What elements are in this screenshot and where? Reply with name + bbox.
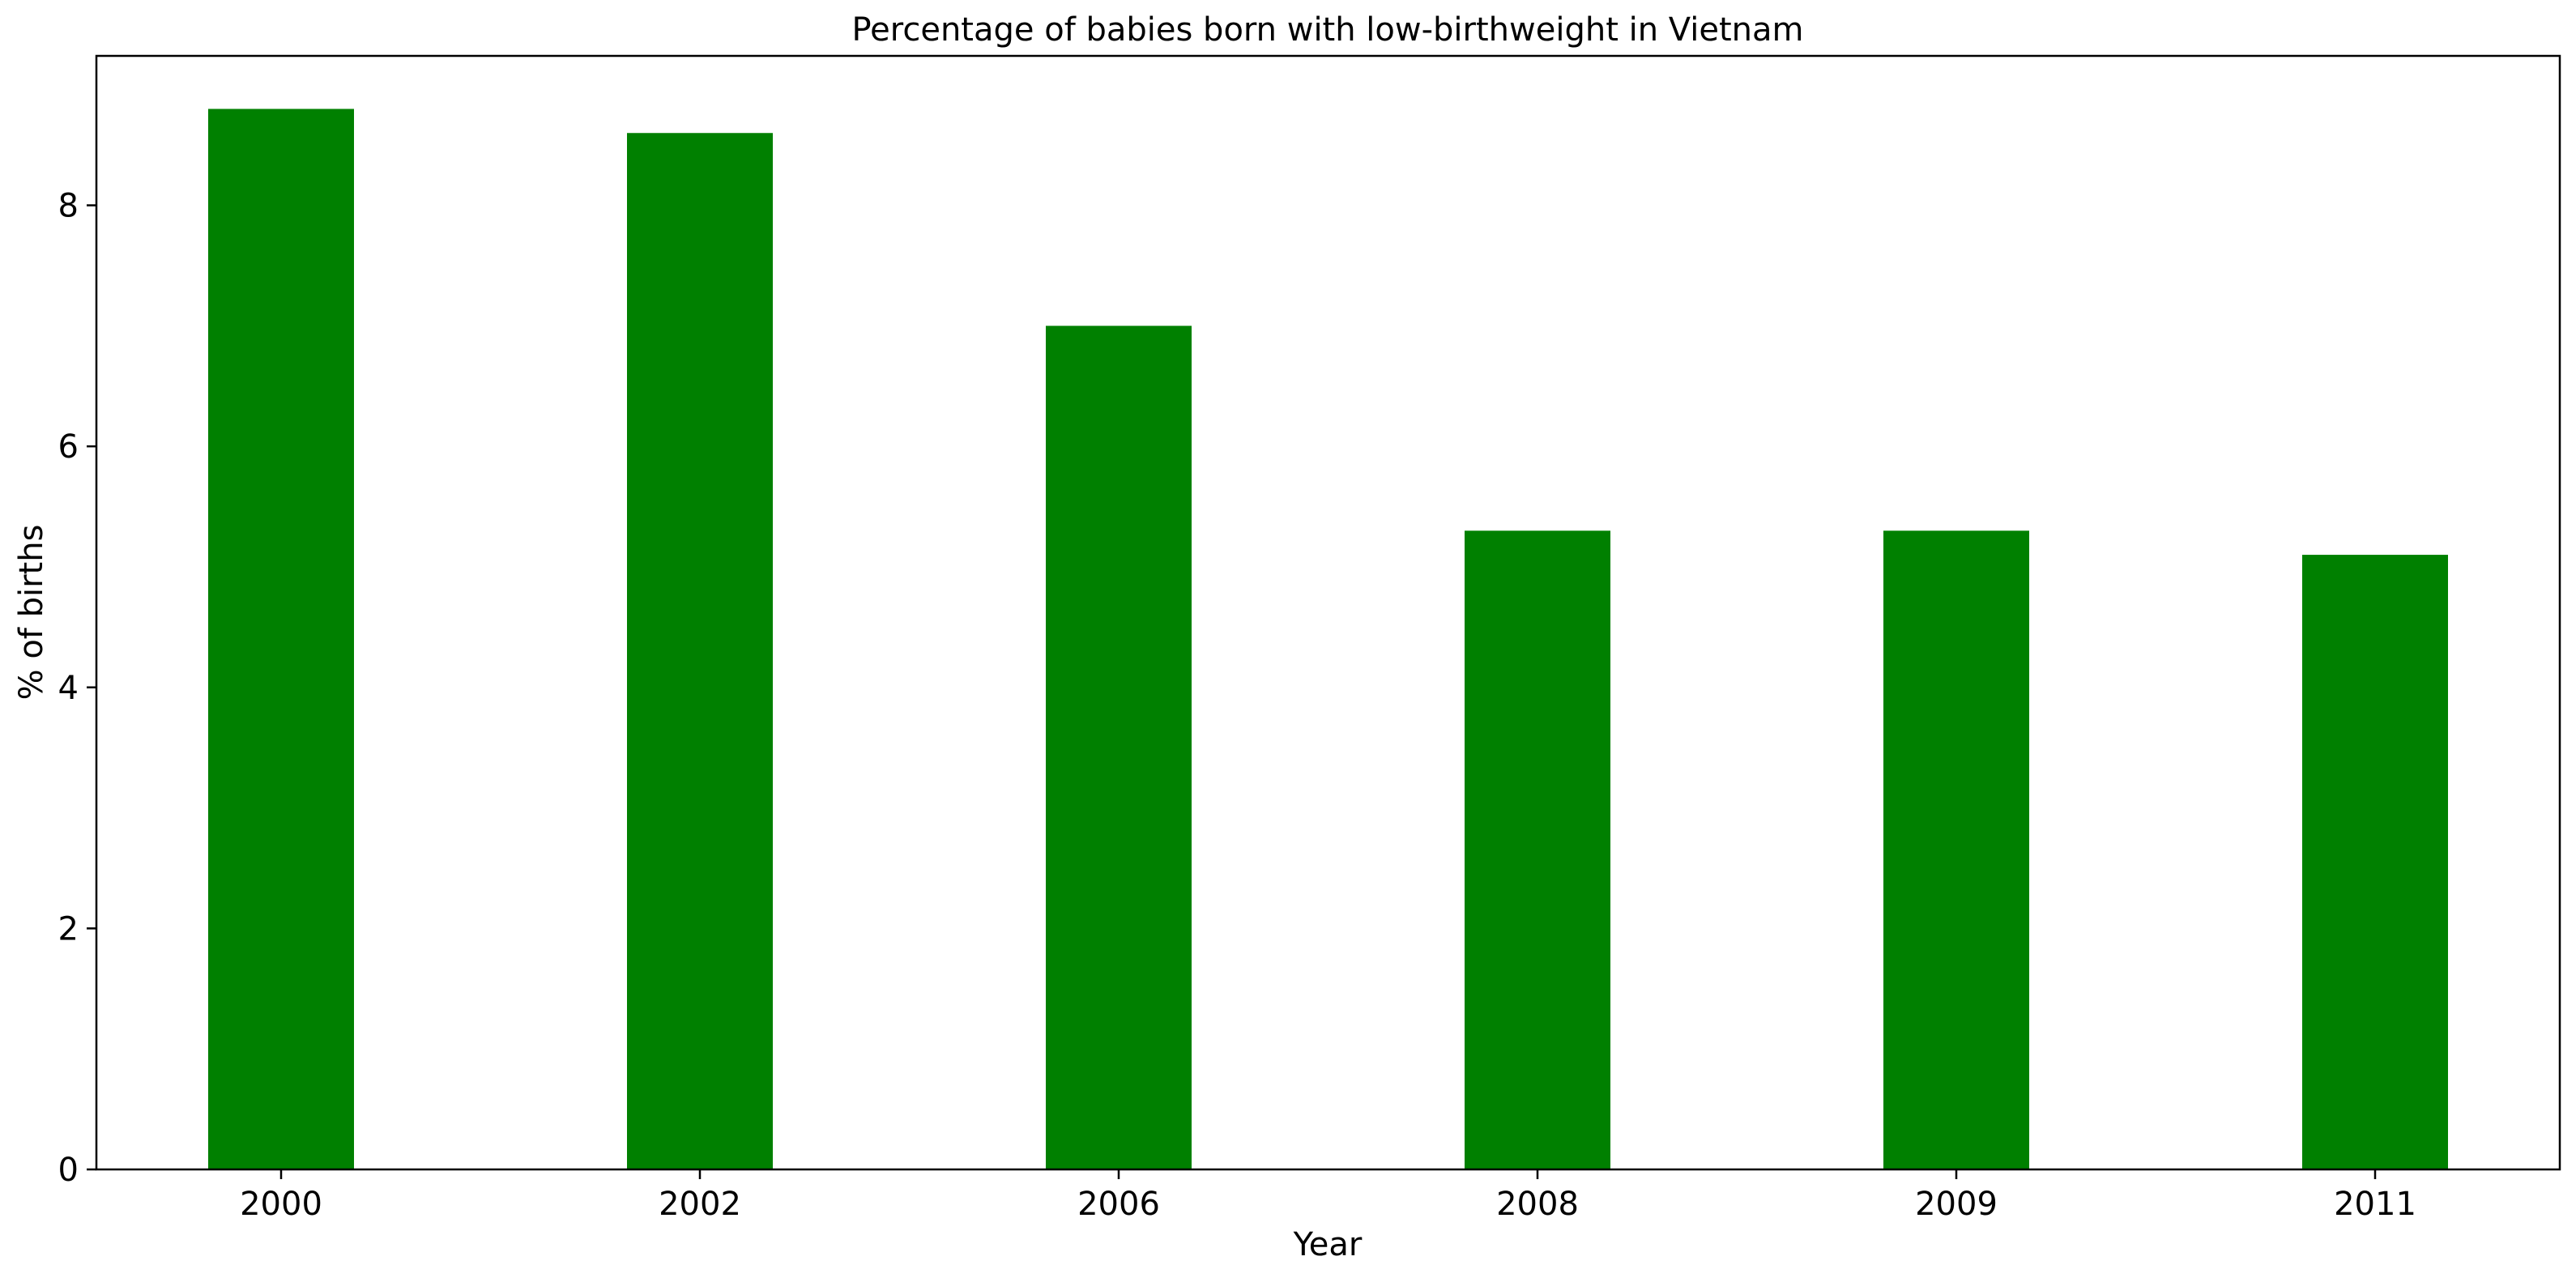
x-tick-label: 2006 bbox=[1077, 1186, 1160, 1223]
y-axis: 0 2 4 6 8 bbox=[58, 188, 96, 1189]
bar-2008 bbox=[1465, 530, 1610, 1169]
x-tick-label: 2002 bbox=[659, 1186, 741, 1223]
y-tick-label: 2 bbox=[58, 910, 79, 948]
bar-2000 bbox=[208, 109, 354, 1169]
chart-title: Percentage of babies born with low-birth… bbox=[851, 11, 1803, 49]
x-axis: 2000 2002 2006 2008 2009 2011 bbox=[240, 1169, 2416, 1223]
bar-2009 bbox=[1883, 530, 2029, 1169]
y-tick-label: 8 bbox=[58, 188, 79, 225]
bar-2006 bbox=[1046, 326, 1192, 1169]
y-tick-label: 4 bbox=[58, 670, 79, 707]
y-tick-label: 0 bbox=[58, 1152, 79, 1189]
x-tick-label: 2008 bbox=[1496, 1186, 1579, 1223]
plot-frame bbox=[95, 54, 2561, 1171]
bar-2002 bbox=[627, 133, 773, 1170]
bar-2011 bbox=[2302, 555, 2448, 1169]
x-tick-label: 2000 bbox=[240, 1186, 322, 1223]
y-axis-label: % of births bbox=[13, 525, 50, 701]
y-tick-label: 6 bbox=[58, 428, 79, 466]
x-axis-label: Year bbox=[1293, 1226, 1363, 1263]
x-tick-label: 2009 bbox=[1915, 1186, 1998, 1223]
x-tick-label: 2011 bbox=[2334, 1186, 2416, 1223]
bars-layer bbox=[208, 109, 2448, 1170]
